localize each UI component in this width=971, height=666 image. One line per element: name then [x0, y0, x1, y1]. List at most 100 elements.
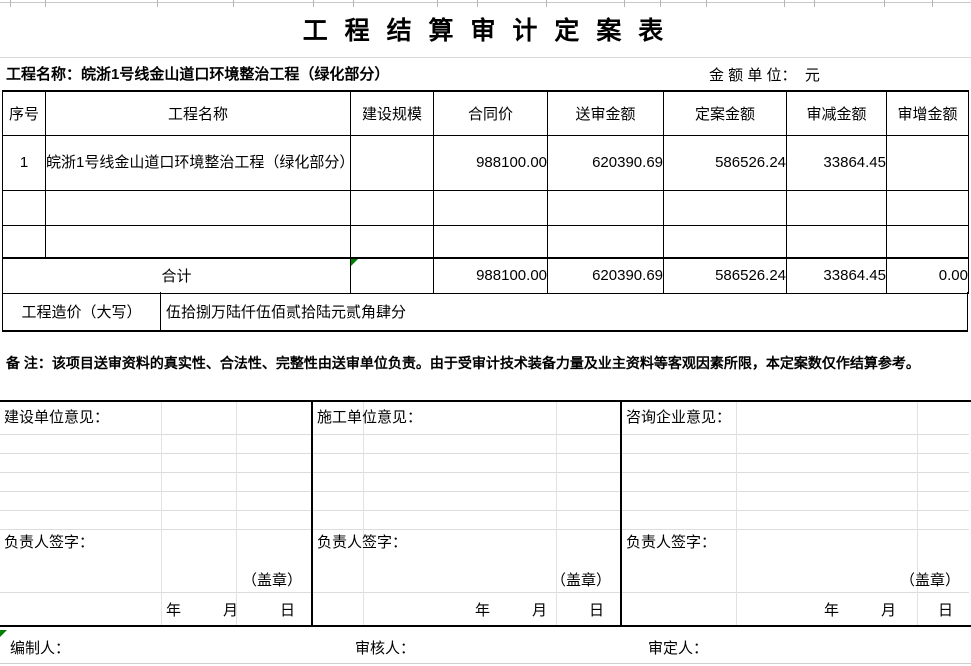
empty-cell — [547, 224, 664, 259]
opinion-heading: 咨询企业意见： — [626, 409, 732, 426]
year-label: 年 — [474, 602, 490, 619]
top-gridline — [0, 2, 971, 3]
gridline-tick — [706, 0, 707, 7]
excel-error-triangle-icon — [351, 260, 358, 266]
empty-cell — [886, 224, 969, 259]
month-label: 月 — [880, 602, 896, 619]
opinion-heading: 施工单位意见： — [317, 409, 423, 426]
project-name-label: 工程名称：皖浙1号线金山道口环境整治工程（绿化部分） — [6, 66, 390, 83]
col-header-seq: 序号 — [2, 90, 46, 136]
settlement-table: 序号 工程名称 建设规模 合同价 送审金额 定案金额 审减金额 审增金额 1 皖… — [2, 90, 969, 294]
year-label: 年 — [823, 602, 839, 619]
approver-label: 审定人： — [648, 640, 709, 657]
amount-unit-label: 金 额 单 位： 元 — [709, 67, 820, 84]
table-row: 1 皖浙1号线金山道口环境整治工程（绿化部分） 988100.00 620390… — [2, 134, 969, 191]
opinion-heading: 建设单位意见： — [4, 409, 110, 426]
empty-cell — [786, 224, 887, 259]
gridline-tick — [45, 0, 46, 7]
cost-in-words-label: 工程造价（大写） — [3, 292, 161, 330]
cost-in-words-row: 工程造价（大写） 伍拾捌万陆仟伍佰贰拾陆元贰角肆分 — [2, 292, 968, 332]
month-label: 月 — [531, 602, 547, 619]
consulting-firm-opinion-box: 咨询企业意见： 负责人签字： （盖章） 年 月 日 — [622, 402, 969, 625]
reviewer-label: 审核人： — [355, 640, 416, 657]
faint-gridline — [622, 434, 969, 435]
faint-gridline — [0, 472, 311, 473]
seal-label: （盖章） — [550, 572, 611, 589]
col-header-finalized: 定案金额 — [663, 90, 787, 136]
col-header-contract: 合同价 — [433, 90, 548, 136]
cell-finalized: 586526.24 — [663, 134, 787, 191]
empty-cell — [350, 224, 434, 259]
cell-submitted: 620390.69 — [547, 134, 664, 191]
faint-gridline — [622, 529, 969, 530]
cell-contract: 988100.00 — [433, 134, 548, 191]
remark-note: 备 注：该项目送审资料的真实性、合法性、完整性由送审单位负责。由于受审计技术装备… — [6, 355, 920, 371]
date-line: 年 月 日 — [824, 599, 953, 620]
faint-gridline — [622, 510, 969, 511]
day-label: 日 — [588, 602, 604, 619]
total-label: 合计 — [2, 257, 351, 294]
day-label: 日 — [937, 602, 953, 619]
total-increased: 0.00 — [886, 257, 969, 294]
col-header-submitted: 送审金额 — [547, 90, 664, 136]
gridline-tick — [353, 0, 354, 7]
opinions-section: 建设单位意见： 负责人签字： （盖章） 年 月 日 施工单位意见： 负责人签字：… — [0, 400, 971, 627]
preparer-label: 编制人： — [10, 640, 71, 657]
signer-label: 负责人签字： — [626, 534, 717, 551]
cell-increased — [886, 134, 969, 191]
empty-cell — [886, 189, 969, 226]
faint-gridline — [0, 510, 311, 511]
gridline-tick — [477, 0, 478, 7]
faint-gridline — [917, 402, 918, 625]
faint-gridline — [313, 491, 620, 492]
faint-gridline — [363, 402, 364, 625]
gridline-tick — [233, 0, 234, 7]
footer-row: 编制人： 审核人： 审定人： — [0, 628, 971, 664]
spreadsheet-top-gridline — [0, 0, 971, 8]
signer-label: 负责人签字： — [4, 534, 95, 551]
gridline-tick — [313, 0, 314, 7]
gridline-tick — [157, 0, 158, 7]
faint-gridline — [0, 592, 311, 593]
empty-cell — [45, 224, 351, 259]
cell-reduced: 33864.45 — [786, 134, 887, 191]
cell-scale — [350, 134, 434, 191]
total-reduced: 33864.45 — [786, 257, 887, 294]
faint-gridline — [0, 453, 311, 454]
faint-gridline — [556, 402, 557, 625]
construction-unit-opinion-box: 建设单位意见： 负责人签字： （盖章） 年 月 日 — [0, 402, 313, 625]
faint-gridline — [622, 453, 969, 454]
faint-gridline — [313, 453, 620, 454]
faint-gridline — [0, 491, 311, 492]
faint-gridline — [736, 402, 737, 625]
table-header-row: 序号 工程名称 建设规模 合同价 送审金额 定案金额 审减金额 审增金额 — [2, 90, 969, 136]
gridline-tick — [814, 0, 815, 7]
seal-label: （盖章） — [241, 572, 302, 589]
gridline-tick — [624, 0, 625, 7]
col-header-reduced: 审减金额 — [786, 90, 887, 136]
faint-gridline — [622, 592, 969, 593]
cost-in-words-value: 伍拾捌万陆仟伍佰贰拾陆元贰角肆分 — [166, 303, 407, 321]
col-header-scale: 建设规模 — [350, 90, 434, 136]
faint-gridline — [622, 472, 969, 473]
faint-gridline — [313, 434, 620, 435]
seal-label: （盖章） — [899, 572, 960, 589]
faint-gridline — [161, 402, 162, 625]
empty-cell — [2, 189, 46, 226]
empty-cell — [786, 189, 887, 226]
gridline-tick — [546, 0, 547, 7]
date-line: 年 月 日 — [166, 599, 295, 620]
empty-cell — [45, 189, 351, 226]
faint-gridline — [0, 529, 311, 530]
total-scale-cell — [350, 257, 434, 294]
total-finalized: 586526.24 — [663, 257, 787, 294]
signer-label: 负责人签字： — [317, 534, 408, 551]
cell-seq: 1 — [2, 134, 46, 191]
faint-gridline — [0, 434, 311, 435]
date-line: 年 月 日 — [475, 599, 604, 620]
empty-cell — [350, 189, 434, 226]
title-divider — [0, 57, 971, 58]
empty-cell — [433, 224, 548, 259]
total-row: 合计 988100.00 620390.69 586526.24 33864.4… — [2, 257, 969, 294]
